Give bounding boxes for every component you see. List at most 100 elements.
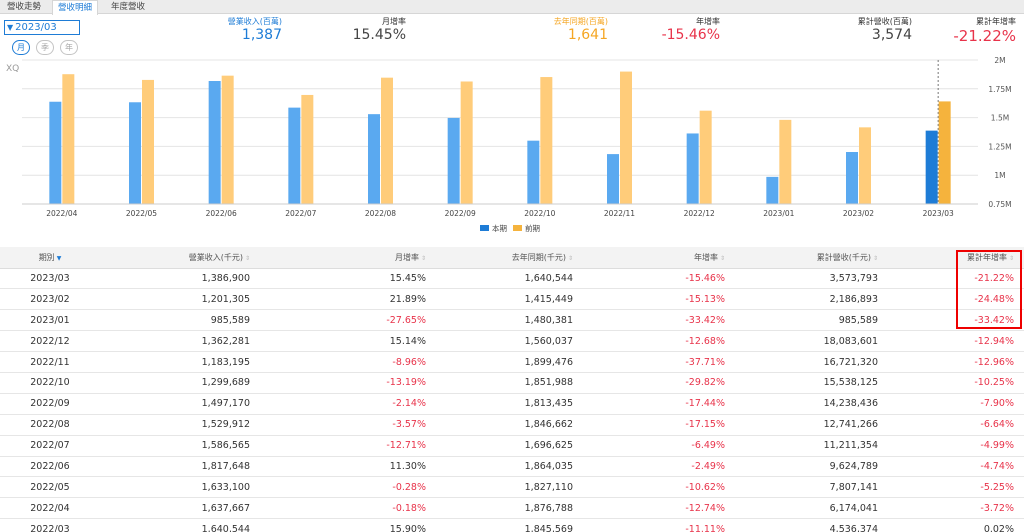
legend-label-current: 本期	[492, 223, 507, 233]
x-tick-label: 2022/12	[684, 209, 715, 218]
bar-current	[846, 152, 858, 204]
bar-current	[607, 154, 619, 204]
stat-cum-yoy-label: 累計年增率	[976, 17, 1016, 26]
table-cell: -12.71%	[260, 435, 436, 457]
tab-annual-revenue[interactable]: 年度營收	[111, 2, 146, 12]
legend-swatch-current	[480, 225, 489, 231]
bar-previous	[142, 79, 154, 204]
table-cell: 14,238,436	[735, 393, 888, 415]
table-row[interactable]: 2022/04 1,637,667 -0.18% 1,876,788 -12.74% 6,…	[0, 497, 1024, 520]
table-cell: 2022/05	[0, 476, 100, 499]
bar-previous	[620, 71, 632, 204]
table-cell: 2023/02	[0, 288, 100, 311]
table-cell: 0.02%	[888, 518, 1024, 532]
tab-revenue-trend[interactable]: 營收走勢	[7, 2, 42, 12]
bar-previous	[301, 94, 314, 204]
month-select-value: 2023/03	[15, 22, 57, 33]
x-tick-label: 2023/02	[843, 209, 874, 218]
sort-icon: ⇕	[719, 254, 725, 262]
table-cell: 7,807,141	[735, 476, 888, 499]
table-row[interactable]: 2022/07 1,586,565 -12.71% 1,696,625 -6.49% 11…	[0, 435, 1024, 457]
table-row[interactable]: 2022/10 1,299,689 -13.19% 1,851,988 -29.82% 1…	[0, 372, 1024, 394]
table-cell: -7.90%	[888, 393, 1024, 415]
table-cell: -17.44%	[583, 393, 735, 415]
table-cell: 1,362,281	[100, 330, 260, 353]
table-row[interactable]: 2023/02 1,201,305 21.89% 1,415,449 -15.13% 2,…	[0, 288, 1024, 311]
bar-previous	[381, 77, 393, 204]
table-cell: 4,536,374	[735, 518, 888, 532]
x-tick-label: 2022/05	[126, 209, 157, 218]
table-cell: 12,741,266	[735, 414, 888, 436]
table-row[interactable]: 2023/01 985,589 -27.65% 1,480,381 -33.42% 985…	[0, 309, 1024, 332]
x-tick-label: 2023/03	[923, 209, 954, 218]
table-cell: 1,529,912	[100, 414, 260, 436]
table-cell: 1,201,305	[100, 288, 260, 311]
table-row[interactable]: 2023/03 1,386,900 15.45% 1,640,544 -15.46% 3,…	[0, 268, 1024, 290]
header-cum-yoy[interactable]: 累計年增率 ⇕	[888, 247, 1024, 269]
tab-revenue-detail[interactable]: 營收明細	[52, 0, 99, 15]
table-cell: 18,083,601	[735, 330, 888, 353]
table-row[interactable]: 2022/11 1,183,195 -8.96% 1,899,476 -37.71% 16…	[0, 351, 1024, 373]
bar-current	[288, 107, 301, 204]
table-cell: 6,174,041	[735, 497, 888, 520]
table-cell: 1,633,100	[100, 476, 260, 499]
month-select[interactable]: ▼ 2023/03	[4, 20, 80, 35]
table-cell: 3,573,793	[735, 268, 888, 290]
bar-previous	[859, 127, 871, 204]
table-cell: 11,211,354	[735, 435, 888, 457]
table-cell: 2,186,893	[735, 288, 888, 311]
table-cell: -10.62%	[583, 476, 735, 499]
chart-watermark: XQ	[6, 64, 20, 74]
period-year-button[interactable]: 年	[60, 40, 78, 55]
table-cell: -12.74%	[583, 497, 735, 520]
table-cell: 1,480,381	[436, 309, 583, 332]
table-cell: 1,899,476	[436, 351, 583, 373]
stat-yoy-label: 年增率	[696, 17, 720, 26]
table-cell: 15,538,125	[735, 372, 888, 394]
bar-current	[766, 176, 779, 204]
table-row[interactable]: 2022/09 1,497,170 -2.14% 1,813,435 -17.44% 14…	[0, 393, 1024, 415]
bar-current	[368, 114, 380, 204]
stat-revenue-label: 營業收入(百萬)	[227, 17, 282, 26]
table-row[interactable]: 2022/12 1,362,281 15.14% 1,560,037 -12.68% 18…	[0, 330, 1024, 353]
x-tick-label: 2022/09	[445, 209, 476, 218]
period-quarter-button[interactable]: 季	[36, 40, 54, 55]
header-revenue[interactable]: 營業收入(千元) ⇕	[100, 247, 260, 269]
stat-cum-yoy-value: -21.22%	[953, 27, 1016, 45]
table-cell: 15.90%	[260, 518, 436, 532]
table-cell: -2.49%	[583, 456, 735, 478]
table-cell: 15.14%	[260, 330, 436, 353]
chevron-down-icon: ▼	[7, 23, 14, 32]
header-mom[interactable]: 月增率 ⇕	[260, 247, 436, 269]
table-cell: 21.89%	[260, 288, 436, 311]
stat-cumulative-value: 3,574	[871, 27, 912, 43]
table-row[interactable]: 2022/08 1,529,912 -3.57% 1,846,662 -17.15% 12…	[0, 414, 1024, 436]
header-period[interactable]: 期別 ▼	[0, 247, 100, 269]
table-cell: -6.64%	[888, 414, 1024, 436]
legend-swatch-previous	[513, 225, 522, 231]
table-row[interactable]: 2022/03 1,640,544 15.90% 1,845,569 -11.11% 4,…	[0, 518, 1024, 532]
x-tick-label: 2022/06	[206, 209, 237, 218]
table-cell: 2022/04	[0, 497, 100, 520]
period-month-button[interactable]: 月	[12, 40, 30, 55]
header-yoy[interactable]: 年增率 ⇕	[583, 247, 735, 269]
table-cell: -15.46%	[583, 268, 735, 290]
y-tick-label: 1M	[994, 171, 1005, 180]
x-tick-label: 2023/01	[763, 209, 794, 218]
bar-current	[49, 101, 62, 204]
x-tick-label: 2022/04	[46, 209, 77, 218]
table-cell: 2022/08	[0, 414, 100, 436]
table-cell: 2022/03	[0, 518, 100, 532]
table-row[interactable]: 2022/05 1,633,100 -0.28% 1,827,110 -10.62% 7,…	[0, 476, 1024, 499]
y-tick-label: 1.5M	[991, 114, 1009, 123]
header-last-year[interactable]: 去年同期(千元) ⇕	[436, 247, 583, 269]
y-tick-label: 2M	[994, 56, 1005, 65]
stat-mom-value: 15.45%	[352, 27, 406, 43]
table-row[interactable]: 2022/06 1,817,648 11.30% 1,864,035 -2.49% 9,6…	[0, 456, 1024, 478]
table-cell: 1,637,667	[100, 497, 260, 520]
table-cell: -21.22%	[888, 268, 1024, 290]
sort-icon: ⇕	[420, 254, 426, 262]
header-cumulative[interactable]: 累計營收(千元) ⇕	[735, 247, 888, 269]
bar-current	[925, 130, 938, 204]
table-cell: 985,589	[735, 309, 888, 332]
